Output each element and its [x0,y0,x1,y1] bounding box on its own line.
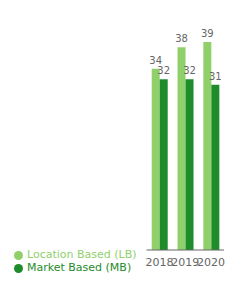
svg-text:32: 32 [157,65,170,76]
svg-text:38: 38 [175,33,188,44]
html-text:Location Based (LB): Location Based (LB) [27,248,137,261]
svg-text:39: 39 [201,28,214,39]
svg-text:2018: 2018 [145,256,173,269]
html-text:Market Based (MB): Market Based (MB) [27,261,132,274]
svg-text:31: 31 [209,71,222,82]
svg-text:2020: 2020 [197,256,225,269]
svg-text:2019: 2019 [171,256,199,269]
svg-text:32: 32 [183,65,196,76]
svg-text:34: 34 [149,55,162,66]
